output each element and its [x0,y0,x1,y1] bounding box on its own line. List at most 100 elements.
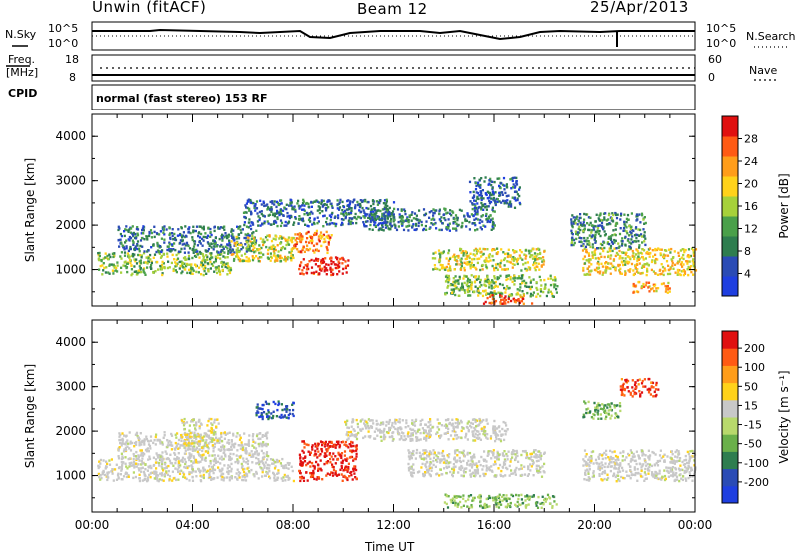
data-cell [212,431,216,434]
data-cell [136,247,139,251]
data-cell [691,260,694,263]
data-cell [348,217,351,220]
data-cell [459,259,462,262]
data-cell [269,259,272,262]
data-cell [217,422,220,425]
data-cell [244,472,247,475]
data-cell [205,254,208,257]
data-cell [181,460,184,463]
data-cell [214,266,217,269]
data-cell [254,204,257,207]
data-cell [147,458,150,461]
data-cell [627,269,630,272]
data-cell [503,301,506,304]
data-cell [153,230,156,234]
data-cell [348,475,351,478]
data-cell [514,190,517,193]
data-cell [454,227,458,230]
data-cell [664,254,667,257]
data-cell [111,468,114,471]
data-cell [587,228,590,232]
data-cell [301,248,304,251]
data-cell [451,418,454,421]
data-cell [193,431,196,434]
data-cell [139,449,142,452]
data-cell [653,289,656,293]
data-cell [276,259,279,262]
data-cell [316,216,319,219]
data-cell [178,267,181,270]
data-cell [468,256,471,260]
data-cell [523,279,526,283]
data-cell [644,237,647,240]
data-cell [441,222,444,225]
data-cell [221,440,224,443]
data-cell [129,231,132,234]
data-cell [245,256,248,259]
data-cell [234,244,237,247]
data-cell [625,220,628,224]
data-cell [310,266,314,269]
data-cell [242,460,245,463]
data-cell [179,459,182,462]
data-cell [594,233,597,236]
data-cell [263,240,266,244]
data-cell [483,180,486,183]
data-cell [341,200,344,204]
data-cell [526,291,529,295]
data-cell [352,459,355,462]
data-cell [223,225,226,228]
data-cell [444,266,447,269]
data-cell [488,283,491,286]
data-cell [486,433,489,436]
data-cell [529,281,532,284]
data-cell [461,282,464,285]
data-cell [371,419,374,422]
data-cell [311,444,314,447]
data-cell [269,458,273,461]
data-cell [374,209,377,212]
data-cell [372,422,375,425]
data-cell [308,213,311,216]
data-cell [184,225,187,228]
data-cell [183,440,186,443]
data-cell [185,241,189,245]
data-cell [351,478,354,481]
data-cell [504,421,507,425]
data-cell [473,435,476,438]
data-cell [641,264,644,267]
data-cell [468,180,472,184]
data-cell [233,257,236,261]
data-cell [245,473,249,476]
data-cell [138,253,141,257]
data-cell [429,226,432,229]
data-cell [516,277,519,280]
data-cell [326,443,329,446]
data-cell [678,258,682,261]
data-cell [255,229,258,232]
data-cell [525,285,528,288]
data-cell [583,227,586,230]
data-cell [234,476,237,479]
data-cell [165,471,168,474]
data-cell [624,270,627,273]
data-cell [394,427,397,431]
data-cell [228,431,231,434]
data-cell [255,472,258,475]
data-cell [535,265,538,268]
data-cell [120,444,123,447]
data-cell [448,277,451,280]
data-cell [484,263,487,267]
data-cell [476,197,479,200]
data-cell [540,284,543,287]
data-cell [147,443,151,446]
colorbar-tick-label: 28 [744,133,758,146]
data-cell [212,433,215,436]
data-cell [507,252,510,255]
data-cell [222,255,225,258]
data-cell [384,223,387,226]
data-cell [255,414,258,417]
data-cell [470,261,473,264]
data-cell [121,432,124,435]
data-cell [473,290,476,294]
